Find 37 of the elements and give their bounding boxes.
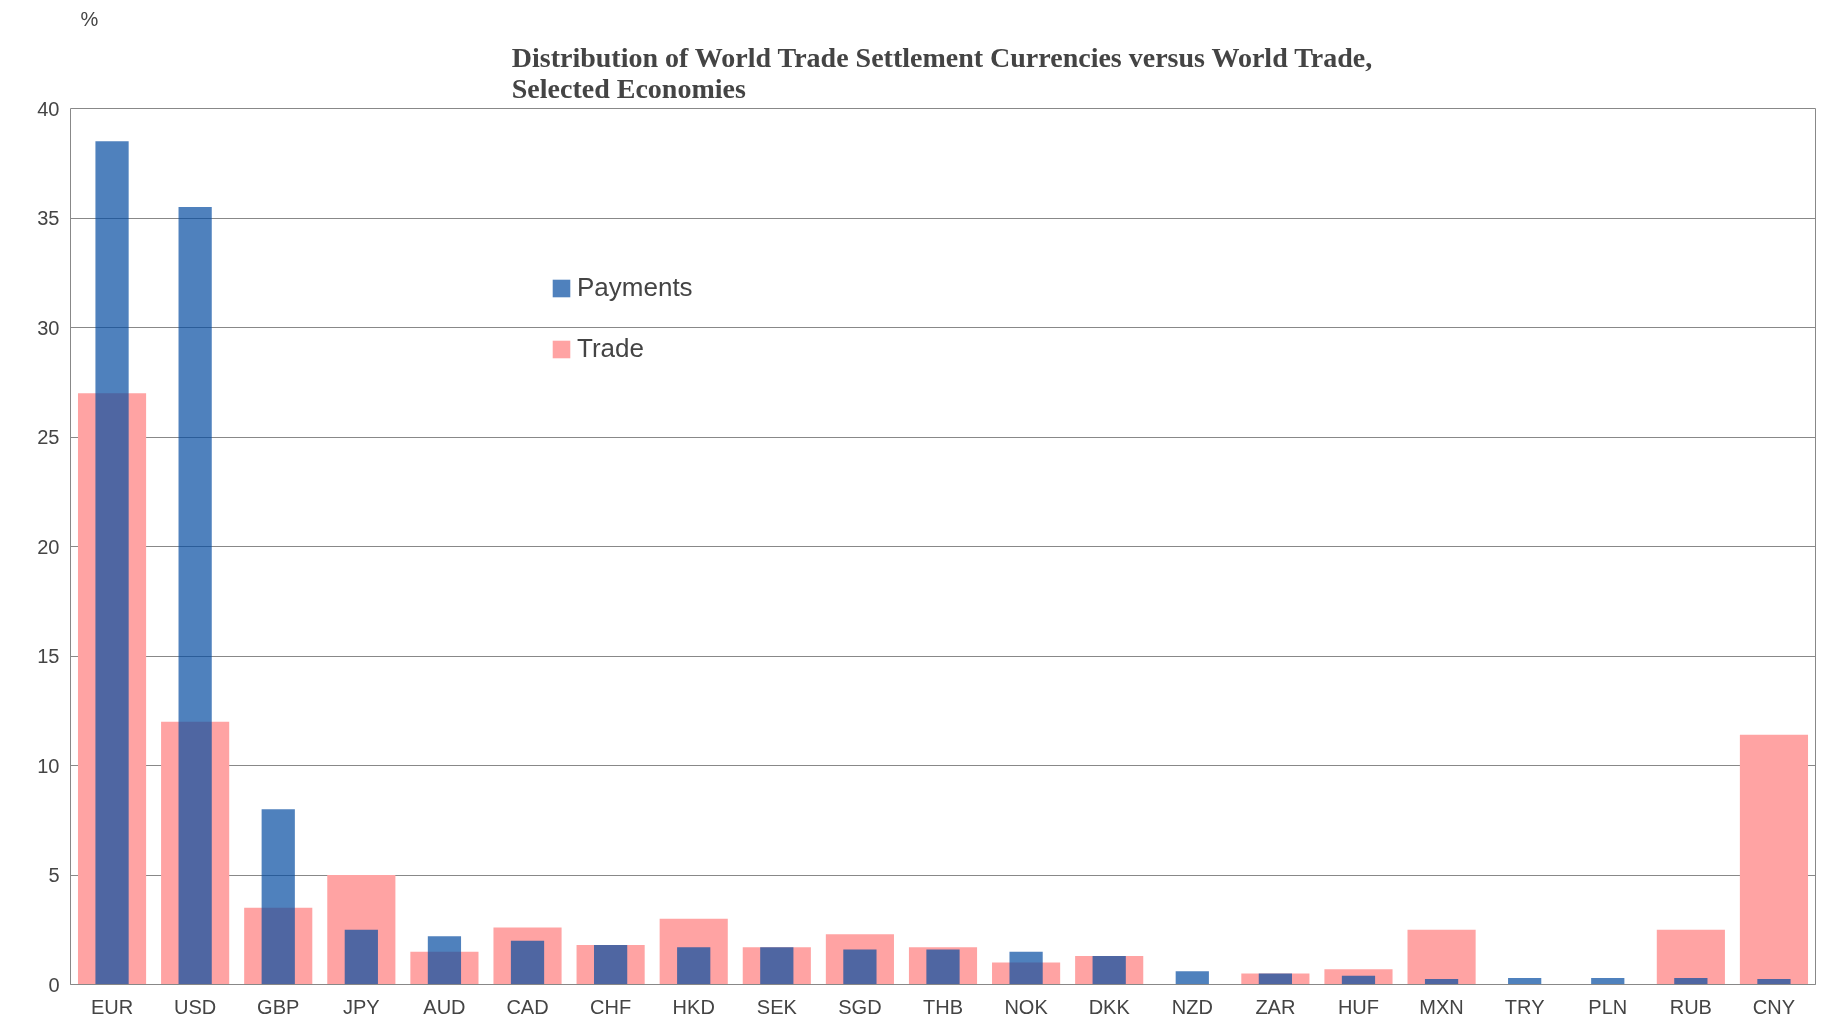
x-tick-label: HKD: [672, 995, 715, 1018]
y-tick-label: 15: [37, 645, 60, 667]
bar: [1739, 734, 1809, 985]
y-tick-label: 10: [37, 754, 60, 777]
y-tick-label: 25: [37, 426, 60, 448]
x-tick-label: CHF: [590, 995, 632, 1018]
x-tick-label: EUR: [90, 995, 134, 1018]
x-tick-label: HUF: [1337, 995, 1380, 1018]
x-tick-label: USD: [174, 995, 217, 1018]
x-tick-label: THB: [923, 995, 963, 1018]
x-tick-label: AUD: [423, 995, 466, 1018]
y-axis-title: %: [80, 7, 99, 30]
chart-title: Distribution of World Trade Settlement Currencies versus World Trade, Selected Economies: [511, 41, 1373, 104]
x-tick-label: CNY: [1752, 995, 1796, 1018]
y-tick-label: 5: [48, 864, 60, 886]
y-tick-label: 35: [37, 207, 60, 229]
y-tick-label: 20: [37, 535, 60, 558]
x-tick-label: JPY: [342, 995, 380, 1018]
x-tick-label: MXN: [1419, 995, 1464, 1018]
bar: [1656, 929, 1725, 985]
y-tick-label: 40: [37, 97, 60, 120]
x-tick-label: TRY: [1504, 995, 1545, 1018]
x-tick-label: NZD: [1171, 995, 1213, 1018]
x-tick-label: ZAR: [1255, 995, 1296, 1018]
y-tick-label: 30: [37, 316, 60, 339]
x-tick-label: SEK: [756, 995, 798, 1018]
x-tick-label: CAD: [506, 995, 549, 1018]
bar: [1407, 929, 1476, 985]
legend-label: Payments: [577, 272, 693, 303]
x-tick-label: NOK: [1004, 995, 1049, 1018]
legend-label: Trade: [577, 333, 644, 364]
y-tick-label: 0: [48, 973, 60, 996]
x-tick-label: SGD: [838, 995, 882, 1018]
x-tick-label: DKK: [1088, 995, 1131, 1018]
x-tick-label: RUB: [1669, 995, 1712, 1018]
x-tick-label: PLN: [1588, 995, 1628, 1018]
x-tick-label: GBP: [257, 995, 300, 1018]
